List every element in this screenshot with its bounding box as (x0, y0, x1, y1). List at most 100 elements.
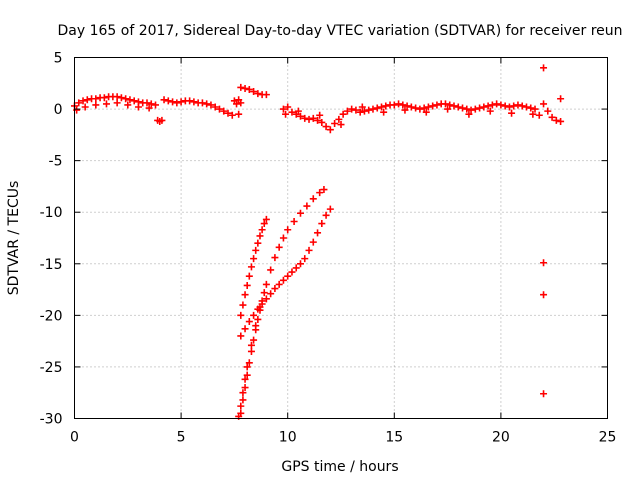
series-near-zero-band (71, 83, 565, 134)
series-steep-track-d (235, 303, 264, 420)
data-point (450, 102, 458, 110)
data-point (267, 290, 275, 298)
data-point (471, 105, 479, 113)
data-point (243, 363, 251, 371)
series-shallow-track-c (237, 205, 334, 340)
data-point (245, 359, 253, 367)
y-tick-label: -15 (40, 257, 63, 273)
y-tick-label: 5 (54, 51, 63, 67)
data-point (260, 220, 268, 228)
data-point (390, 101, 398, 109)
data-point (488, 101, 496, 109)
data-point (122, 95, 130, 103)
x-tick-label: 20 (492, 430, 510, 446)
data-point (540, 291, 548, 299)
data-point (465, 110, 473, 118)
data-point (262, 215, 270, 223)
x-tick-label: 25 (599, 430, 617, 446)
data-point (124, 101, 132, 109)
data-point (557, 95, 565, 103)
data-point (467, 106, 475, 114)
data-point (262, 295, 270, 303)
data-point (497, 101, 505, 109)
x-axis-title: GPS time / hours (281, 459, 398, 475)
data-point (420, 104, 428, 112)
data-point (505, 103, 513, 111)
data-point (256, 303, 264, 311)
data-point (314, 116, 322, 124)
data-point (279, 234, 287, 242)
data-point (147, 100, 155, 108)
data-point (198, 99, 206, 107)
data-point (514, 101, 522, 109)
data-point (480, 103, 488, 111)
data-point (252, 246, 260, 254)
data-point (260, 289, 268, 297)
data-point (113, 93, 121, 101)
data-point (275, 243, 283, 251)
data-point (407, 103, 415, 111)
data-point (247, 347, 255, 355)
data-point (316, 111, 324, 119)
data-point (548, 113, 556, 121)
data-point (241, 84, 249, 92)
data-point (237, 402, 245, 410)
y-tick-label: 0 (54, 102, 63, 118)
data-point (296, 112, 304, 120)
data-point (441, 100, 449, 108)
data-point (378, 103, 386, 111)
x-tick-label: 0 (70, 430, 79, 446)
data-point (305, 246, 313, 254)
data-point (309, 195, 317, 203)
data-point (239, 389, 247, 397)
data-point (301, 114, 309, 122)
data-point (220, 107, 228, 115)
data-point (444, 105, 452, 113)
data-point (326, 126, 334, 134)
chart-title: Day 165 of 2017, Sidereal Day-to-day VTE… (57, 23, 622, 39)
x-tick-label: 10 (279, 430, 297, 446)
data-point (557, 117, 565, 125)
data-point (250, 88, 258, 96)
data-point (352, 106, 360, 114)
data-point (252, 322, 260, 330)
data-point (296, 260, 304, 268)
data-point (358, 103, 366, 111)
x-tick-label: 15 (385, 430, 403, 446)
data-point (243, 371, 251, 379)
data-point (322, 123, 330, 131)
data-point (256, 232, 264, 240)
data-point (531, 105, 539, 113)
data-point (403, 102, 411, 110)
data-point (169, 98, 177, 106)
data-point (544, 107, 552, 115)
data-point (454, 103, 462, 111)
data-point (228, 111, 236, 119)
data-point (203, 100, 211, 108)
data-point (254, 315, 262, 323)
data-point (314, 229, 322, 237)
data-point (540, 64, 548, 72)
y-tick-label: -25 (40, 360, 63, 376)
data-point (173, 99, 181, 107)
data-point (241, 291, 249, 299)
data-point (284, 226, 292, 234)
data-point (322, 211, 330, 219)
data-point (126, 96, 134, 104)
data-point (399, 101, 407, 109)
data-point (303, 202, 311, 210)
data-point (552, 116, 560, 124)
data-point (241, 325, 249, 333)
data-point (134, 103, 142, 111)
data-point (102, 100, 110, 108)
data-point (518, 102, 526, 110)
data-point (245, 272, 253, 280)
plot-frame (74, 57, 608, 419)
data-point (254, 90, 262, 98)
data-point (318, 118, 326, 126)
data-point (239, 396, 247, 404)
data-point (239, 301, 247, 309)
data-point (267, 266, 275, 274)
data-point (382, 102, 390, 110)
